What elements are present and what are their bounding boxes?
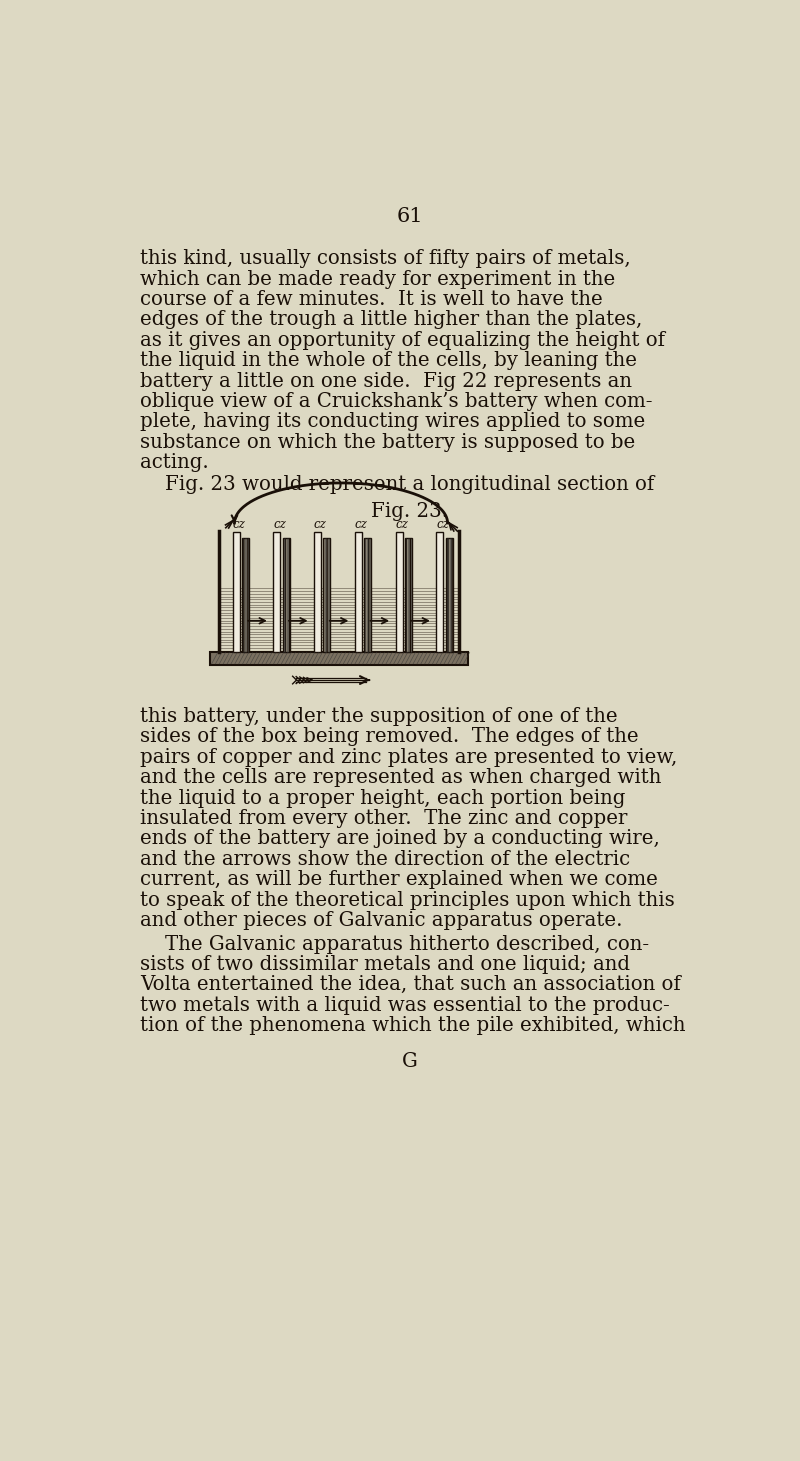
Bar [355, 532, 362, 652]
Text: cz: cz [314, 517, 326, 530]
Text: cz: cz [354, 517, 367, 530]
Text: substance on which the battery is supposed to be: substance on which the battery is suppos… [140, 432, 635, 451]
Text: insulated from every other.  The zinc and copper: insulated from every other. The zinc and… [140, 809, 628, 828]
Text: Fig. 23 would represent a longitudinal section of: Fig. 23 would represent a longitudinal s… [140, 475, 654, 494]
Text: Volta entertained the idea, that such an association of: Volta entertained the idea, that such an… [140, 976, 681, 995]
Text: and the cells are represented as when charged with: and the cells are represented as when ch… [140, 768, 662, 787]
Text: G: G [402, 1052, 418, 1071]
Text: this battery, under the supposition of one of the: this battery, under the supposition of o… [140, 707, 618, 726]
Text: this kind, usually consists of fifty pairs of metals,: this kind, usually consists of fifty pai… [140, 250, 631, 269]
Bar [323, 538, 330, 652]
Text: cz: cz [232, 517, 245, 530]
Bar [274, 532, 280, 652]
Text: the liquid to a proper height, each portion being: the liquid to a proper height, each port… [140, 789, 626, 808]
Text: which can be made ready for experiment in the: which can be made ready for experiment i… [140, 270, 615, 289]
Text: current, as will be further explained when we come: current, as will be further explained wh… [140, 871, 658, 890]
Bar [314, 532, 321, 652]
Text: pairs of copper and zinc plates are presented to view,: pairs of copper and zinc plates are pres… [140, 748, 678, 767]
Text: the liquid in the whole of the cells, by leaning the: the liquid in the whole of the cells, by… [140, 351, 638, 370]
Text: ends of the battery are joined by a conducting wire,: ends of the battery are joined by a cond… [140, 830, 660, 849]
Text: sists of two dissimilar metals and one liquid; and: sists of two dissimilar metals and one l… [140, 955, 630, 974]
Text: acting.: acting. [140, 453, 209, 472]
Text: tion of the phenomena which the pile exhibited, which: tion of the phenomena which the pile exh… [140, 1017, 686, 1036]
Bar [282, 538, 290, 652]
Text: cz: cz [395, 517, 408, 530]
Bar [395, 532, 402, 652]
Text: cz: cz [273, 517, 286, 530]
Text: plete, having its conducting wires applied to some: plete, having its conducting wires appli… [140, 412, 646, 431]
Text: sides of the box being removed.  The edges of the: sides of the box being removed. The edge… [140, 728, 639, 747]
Text: 61: 61 [397, 207, 423, 226]
Bar [233, 532, 239, 652]
Text: battery a little on one side.  Fig 22 represents an: battery a little on one side. Fig 22 rep… [140, 371, 632, 390]
Bar [364, 538, 371, 652]
Text: and the arrows show the direction of the electric: and the arrows show the direction of the… [140, 850, 630, 869]
Text: to speak of the theoretical principles upon which this: to speak of the theoretical principles u… [140, 891, 675, 910]
Text: and other pieces of Galvanic apparatus operate.: and other pieces of Galvanic apparatus o… [140, 912, 622, 931]
Bar [210, 652, 468, 665]
Text: The Galvanic apparatus hitherto described, con-: The Galvanic apparatus hitherto describe… [140, 935, 650, 954]
Bar [242, 538, 249, 652]
Bar [436, 532, 443, 652]
Bar [446, 538, 453, 652]
Text: Fig. 23.: Fig. 23. [371, 501, 449, 520]
Text: cz: cz [436, 517, 449, 530]
Bar [405, 538, 412, 652]
Text: course of a few minutes.  It is well to have the: course of a few minutes. It is well to h… [140, 291, 603, 310]
Text: edges of the trough a little higher than the plates,: edges of the trough a little higher than… [140, 310, 642, 329]
Text: as it gives an opportunity of equalizing the height of: as it gives an opportunity of equalizing… [140, 330, 666, 349]
Text: two metals with a liquid was essential to the produc-: two metals with a liquid was essential t… [140, 996, 670, 1015]
Text: oblique view of a Cruickshank’s battery when com-: oblique view of a Cruickshank’s battery … [140, 392, 653, 411]
